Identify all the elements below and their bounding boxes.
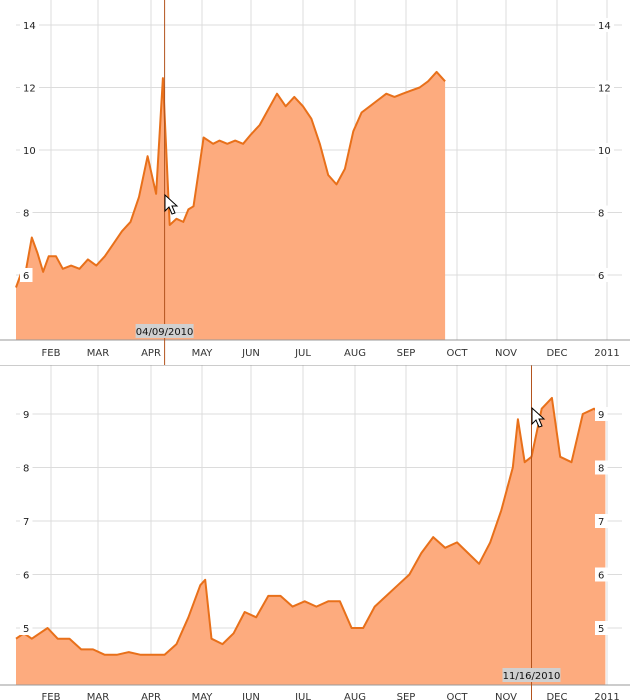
x-tick-label: OCT <box>447 348 469 359</box>
top-area-chart: 6 6 8 8 10 10 12 12 14 14 FEB MAR APR MAY JUN JUL AUG SEP… <box>0 0 630 365</box>
x-tick-label: JUL <box>294 348 311 359</box>
y-tick-label-bg <box>595 18 614 32</box>
y-tick-label-left: 12 <box>23 84 36 95</box>
series-area <box>16 397 606 685</box>
y-tick-label-right: 6 <box>598 271 604 282</box>
y-tick-label-bg <box>595 143 614 157</box>
y-tick-label-bg <box>20 205 33 220</box>
y-tick-label-bg <box>20 407 33 421</box>
series-area <box>16 71 446 341</box>
series-line <box>15 396 607 656</box>
y-tick-label-left: 5 <box>23 624 29 635</box>
mouse-pointer-icon <box>164 193 179 215</box>
y-tick-label-bg <box>20 80 39 95</box>
y-tick-label-bg <box>20 514 33 528</box>
x-tick-label: NOV <box>495 348 517 359</box>
cursor-date-label-bg <box>502 668 561 682</box>
x-tick-label: SEP <box>397 348 416 359</box>
y-tick-label-right: 6 <box>598 571 604 582</box>
x-tick-label: OCT <box>447 692 469 700</box>
y-tick-label-right: 8 <box>598 209 604 220</box>
y-tick-label-bg <box>20 460 33 475</box>
x-tick-label: FEB <box>42 348 61 359</box>
x-tick-label: APR <box>141 348 161 359</box>
cursor-date-label: 11/16/2010 <box>503 671 561 682</box>
y-tick-label-left: 8 <box>23 209 29 220</box>
y-tick-label-right: 14 <box>598 21 611 32</box>
y-tick-label-left: 6 <box>23 271 29 282</box>
bottom-area-chart: 5 5 6 6 7 7 8 8 9 9 FEB MAR APR MAY JUN JUL AUG SEP OCT NOV… <box>0 365 630 700</box>
y-tick-label-bg <box>595 621 608 635</box>
y-tick-label-bg <box>20 143 39 157</box>
y-tick-label-bg <box>595 514 608 528</box>
y-tick-label-right: 8 <box>598 464 604 475</box>
y-tick-label-left: 9 <box>23 410 29 421</box>
y-tick-label-right: 12 <box>598 84 611 95</box>
mouse-pointer-icon <box>531 406 546 428</box>
y-tick-label-bg <box>595 567 608 582</box>
y-tick-label-bg <box>595 80 614 95</box>
y-tick-label-left: 6 <box>23 571 29 582</box>
y-tick-label-bg <box>20 18 39 32</box>
y-tick-label-bg <box>595 268 608 282</box>
x-tick-label: DEC <box>546 692 567 700</box>
series-line <box>15 70 446 288</box>
y-tick-label-bg <box>20 268 33 282</box>
x-tick-label: MAY <box>192 348 214 359</box>
y-tick-label-bg <box>20 567 33 582</box>
y-tick-label-left: 7 <box>23 517 29 528</box>
y-tick-label-bg <box>20 621 33 635</box>
x-tick-label: JUL <box>294 692 311 700</box>
x-tick-label: JUN <box>241 692 260 700</box>
x-tick-label: SEP <box>397 692 416 700</box>
cursor-date-label-bg <box>135 324 194 338</box>
y-tick-label-left: 8 <box>23 464 29 475</box>
y-tick-label-right: 9 <box>598 410 604 421</box>
x-tick-label: MAY <box>192 692 214 700</box>
cursor-date-label: 04/09/2010 <box>136 327 194 338</box>
x-tick-label: DEC <box>546 348 567 359</box>
x-tick-label: AUG <box>344 692 366 700</box>
x-tick-label: APR <box>141 692 161 700</box>
x-tick-label: AUG <box>344 348 366 359</box>
y-tick-label-bg <box>595 407 608 421</box>
x-tick-label: FEB <box>42 692 61 700</box>
x-tick-label: 2011 <box>594 692 619 700</box>
y-tick-label-right: 10 <box>598 146 611 157</box>
x-tick-label: JUN <box>241 348 260 359</box>
y-tick-label-bg <box>595 460 608 475</box>
x-tick-label: MAR <box>87 348 109 359</box>
x-tick-label: 2011 <box>594 348 619 359</box>
y-tick-label-bg <box>595 205 608 220</box>
y-tick-label-left: 10 <box>23 146 36 157</box>
x-tick-label: NOV <box>495 692 517 700</box>
y-tick-label-left: 14 <box>23 21 36 32</box>
x-tick-label: MAR <box>87 692 109 700</box>
y-tick-label-right: 7 <box>598 517 604 528</box>
y-tick-label-right: 5 <box>598 624 604 635</box>
